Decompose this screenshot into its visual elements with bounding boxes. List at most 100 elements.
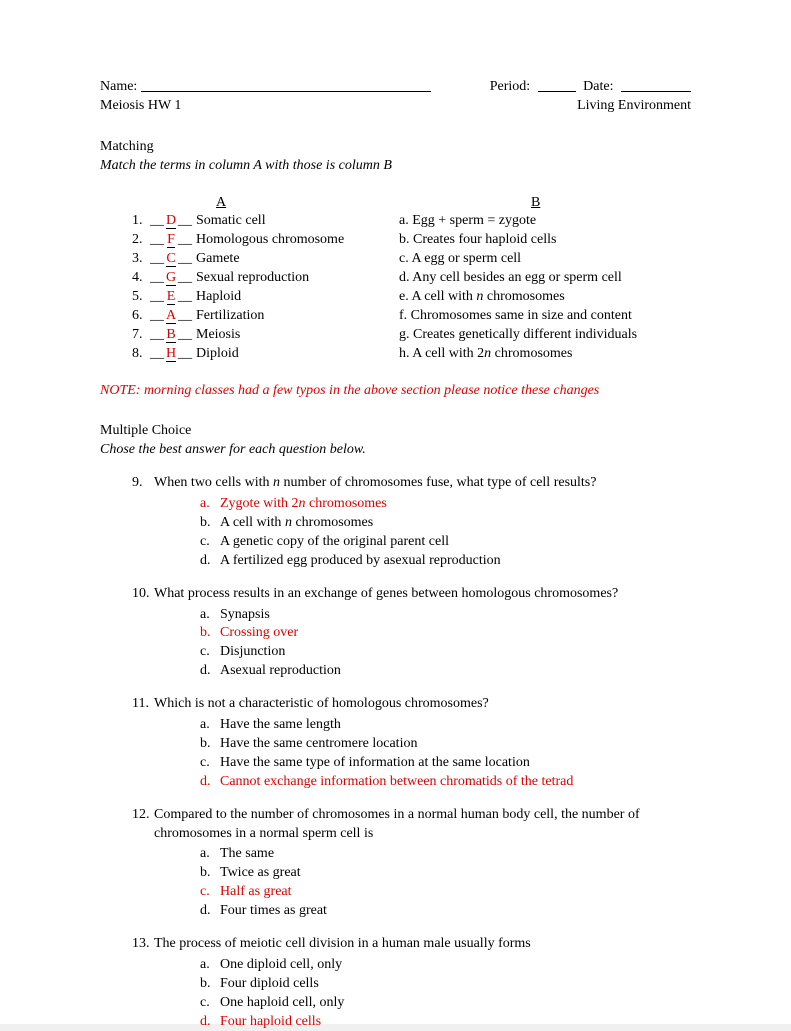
match-number: 8. bbox=[132, 345, 150, 364]
mc-question-11: 11. Which is not a characteristic of hom… bbox=[132, 695, 691, 791]
mc-title: Multiple Choice bbox=[100, 422, 691, 441]
q11-c-letter: c. bbox=[200, 754, 220, 773]
matching-col-headers: A B bbox=[132, 194, 691, 213]
q9-a-text: Zygote with 2n chromosomes bbox=[220, 495, 691, 514]
q12-c-letter: c. bbox=[200, 883, 220, 902]
period-label: Period: bbox=[490, 79, 530, 94]
match-term: Homologous chromosome bbox=[192, 231, 391, 250]
q12-a-letter: a. bbox=[200, 845, 220, 864]
q13-a-text: One diploid cell, only bbox=[220, 956, 691, 975]
matching-title: Matching bbox=[100, 138, 691, 157]
q9-d-letter: d. bbox=[200, 552, 220, 571]
matching-row: 3.__C__Gametec. A egg or sperm cell bbox=[132, 250, 691, 269]
q11-text: Which is not a characteristic of homolog… bbox=[154, 696, 489, 711]
q9-b-text: A cell with n chromosomes bbox=[220, 514, 691, 533]
q11-d-letter: d. bbox=[200, 773, 220, 792]
mc-instruction: Chose the best answer for each question … bbox=[100, 441, 691, 460]
match-term: Gamete bbox=[192, 250, 391, 269]
date-label: Date: bbox=[583, 79, 613, 94]
blank-before: __ bbox=[150, 212, 164, 231]
blank-before: __ bbox=[150, 269, 164, 288]
header-line-1: Name: Period: Date: bbox=[100, 75, 691, 97]
q9-text-pre: When two cells with bbox=[154, 475, 273, 490]
q9-choice-d: d.A fertilized egg produced by asexual r… bbox=[200, 552, 691, 571]
q9-d-text: A fertilized egg produced by asexual rep… bbox=[220, 552, 691, 571]
q13-b-letter: b. bbox=[200, 975, 220, 994]
match-answer: D bbox=[164, 212, 178, 231]
q10-text: What process results in an exchange of g… bbox=[154, 586, 618, 601]
q13-c-text: One haploid cell, only bbox=[220, 994, 691, 1013]
q13-choices: a.One diploid cell, only b.Four diploid … bbox=[200, 956, 691, 1031]
q12-choice-c: c.Half as great bbox=[200, 883, 691, 902]
q9-number: 9. bbox=[132, 474, 154, 493]
q10-choice-d: d.Asexual reproduction bbox=[200, 662, 691, 681]
blank-before: __ bbox=[150, 307, 164, 326]
q11-choice-d: d.Cannot exchange information between ch… bbox=[200, 773, 691, 792]
q9-b-letter: b. bbox=[200, 514, 220, 533]
match-definition: f. Chromosomes same in size and content bbox=[391, 307, 632, 326]
q12-choices: a.The same b.Twice as great c.Half as gr… bbox=[200, 845, 691, 921]
matching-row: 4.__G__Sexual reproductiond. Any cell be… bbox=[132, 269, 691, 288]
match-answer: A bbox=[164, 307, 178, 326]
q13-d-letter: d. bbox=[200, 1013, 220, 1031]
blank-before: __ bbox=[150, 231, 164, 250]
q9-a-post: chromosomes bbox=[306, 496, 387, 511]
q13-text: The process of meiotic cell division in … bbox=[154, 936, 531, 951]
blank-after: __ bbox=[178, 288, 192, 307]
q11-choice-a: a.Have the same length bbox=[200, 716, 691, 735]
q9-b-pre: A cell with bbox=[220, 515, 285, 530]
match-definition: h. A cell with 2n chromosomes bbox=[391, 345, 572, 364]
q11-c-text: Have the same type of information at the… bbox=[220, 754, 691, 773]
q10-c-letter: c. bbox=[200, 643, 220, 662]
match-number: 6. bbox=[132, 307, 150, 326]
period-blank[interactable] bbox=[538, 77, 576, 92]
q9-choice-a: a.Zygote with 2n chromosomes bbox=[200, 495, 691, 514]
match-answer: B bbox=[164, 326, 178, 345]
course-name: Living Environment bbox=[577, 97, 691, 116]
q9-a-n: n bbox=[299, 496, 306, 511]
match-definition: e. A cell with n chromosomes bbox=[391, 288, 565, 307]
q10-c-text: Disjunction bbox=[220, 643, 691, 662]
blank-after: __ bbox=[178, 250, 192, 269]
matching-instruction: Match the terms in column A with those i… bbox=[100, 157, 691, 176]
q12-b-letter: b. bbox=[200, 864, 220, 883]
matching-row: 1.__D__Somatic cella. Egg + sperm = zygo… bbox=[132, 212, 691, 231]
q11-b-text: Have the same centromere location bbox=[220, 735, 691, 754]
match-answer: H bbox=[164, 345, 178, 364]
blank-after: __ bbox=[178, 231, 192, 250]
q10-choice-a: a.Synapsis bbox=[200, 606, 691, 625]
q10-number: 10. bbox=[132, 585, 154, 604]
q9-text-post: number of chromosomes fuse, what type of… bbox=[280, 475, 596, 490]
q13-d-text: Four haploid cells bbox=[220, 1013, 691, 1031]
blank-before: __ bbox=[150, 326, 164, 345]
match-definition: c. A egg or sperm cell bbox=[391, 250, 521, 269]
q9-choice-b: b.A cell with n chromosomes bbox=[200, 514, 691, 533]
match-answer: E bbox=[164, 288, 178, 307]
blank-before: __ bbox=[150, 250, 164, 269]
q10-b-text: Crossing over bbox=[220, 624, 691, 643]
q12-b-text: Twice as great bbox=[220, 864, 691, 883]
match-definition: d. Any cell besides an egg or sperm cell bbox=[391, 269, 622, 288]
blank-after: __ bbox=[178, 345, 192, 364]
q9-n: n bbox=[273, 475, 280, 490]
q11-choice-c: c.Have the same type of information at t… bbox=[200, 754, 691, 773]
q12-choice-a: a.The same bbox=[200, 845, 691, 864]
q10-choice-b: b.Crossing over bbox=[200, 624, 691, 643]
q10-a-letter: a. bbox=[200, 606, 220, 625]
mc-question-12: 12. Compared to the number of chromosome… bbox=[132, 806, 691, 921]
match-answer: G bbox=[164, 269, 178, 288]
q12-d-letter: d. bbox=[200, 902, 220, 921]
match-term: Fertilization bbox=[192, 307, 391, 326]
q10-b-letter: b. bbox=[200, 624, 220, 643]
q11-b-letter: b. bbox=[200, 735, 220, 754]
q12-c-text: Half as great bbox=[220, 883, 691, 902]
worksheet-page: Name: Period: Date: Meiosis HW 1 Living … bbox=[0, 0, 791, 1024]
name-blank[interactable] bbox=[141, 77, 431, 92]
date-blank[interactable] bbox=[621, 77, 691, 92]
q12-a-text: The same bbox=[220, 845, 691, 864]
q9-b-post: chromosomes bbox=[292, 515, 373, 530]
col-b-header: B bbox=[471, 194, 540, 213]
match-term: Sexual reproduction bbox=[192, 269, 391, 288]
blank-after: __ bbox=[178, 212, 192, 231]
q13-c-letter: c. bbox=[200, 994, 220, 1013]
